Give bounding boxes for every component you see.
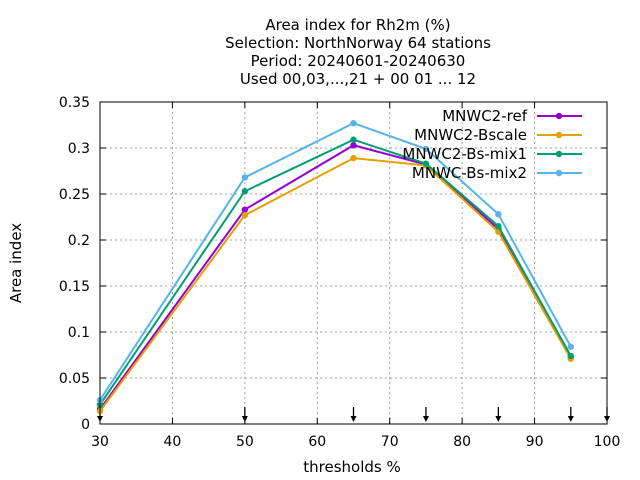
y-tick-label: 0.15 <box>59 279 90 295</box>
y-tick-label: 0.05 <box>59 371 90 387</box>
legend-entry: MNWC-Bs-mix2 <box>412 164 582 182</box>
data-point <box>422 160 430 167</box>
data-point <box>350 119 357 127</box>
threshold-arrow <box>567 407 574 422</box>
threshold-arrow-head <box>567 416 574 422</box>
plot-frame <box>99 101 608 425</box>
threshold-arrow-head <box>422 416 429 422</box>
legend: MNWC2-refMNWC2-BscaleMNWC2-Bs-mix1MNWC-B… <box>402 107 582 182</box>
axis-ticks: 30 40 50 60 70 80 90 100 0 0.05 0.1 0.15 0.2 0.25 0.3 0… <box>59 95 621 450</box>
y-tick-label: 0.25 <box>59 187 90 203</box>
legend-entry: MNWC2-Bs-mix1 <box>402 145 582 163</box>
threshold-arrow <box>422 407 429 422</box>
series-mnwc2-ref <box>96 142 574 413</box>
threshold-arrow-head <box>495 416 502 422</box>
title-line-4: Used 00,03,...,21 + 00 01 ... 12 <box>240 70 476 88</box>
series-mnwc2-bscale <box>96 154 574 415</box>
threshold-markers <box>97 407 610 422</box>
x-tick-label: 90 <box>526 434 544 450</box>
x-tick-label: 70 <box>381 434 399 450</box>
data-point <box>350 136 357 143</box>
threshold-arrow-head <box>350 416 357 422</box>
x-tick-label: 50 <box>236 434 254 450</box>
y-tick-label: 0.1 <box>68 325 90 341</box>
y-tick-label: 0.35 <box>59 95 90 111</box>
data-point <box>567 343 574 350</box>
legend-entry: MNWC2-Bscale <box>414 126 582 144</box>
x-axis-label: thresholds % <box>303 458 400 476</box>
legend-label: MNWC2-Bscale <box>414 126 527 144</box>
legend-marker <box>555 112 563 120</box>
x-tick-label: 100 <box>594 434 621 450</box>
threshold-arrow <box>495 407 502 422</box>
x-tick-label: 40 <box>164 434 182 450</box>
series-line <box>99 122 572 401</box>
data-point <box>241 174 249 181</box>
x-tick-label: 80 <box>453 434 471 450</box>
grid <box>100 102 607 424</box>
legend-label: MNWC-Bs-mix2 <box>412 164 527 182</box>
chart-title: Area index for Rh2m (%) Selection: North… <box>225 16 491 88</box>
legend-marker <box>555 131 563 139</box>
data-point <box>422 145 430 153</box>
data-point <box>241 211 249 219</box>
plot-series <box>96 119 574 415</box>
y-tick-label: 0.3 <box>68 141 90 157</box>
x-tick-label: 30 <box>91 434 109 450</box>
data-point <box>350 142 357 149</box>
series-line <box>99 157 572 412</box>
x-tick-label: 60 <box>308 434 326 450</box>
title-line-3: Period: 20240601-20240630 <box>251 52 466 70</box>
title-line-1: Area index for Rh2m (%) <box>265 16 450 34</box>
data-point <box>350 154 357 162</box>
legend-entry: MNWC2-ref <box>442 107 582 125</box>
threshold-arrow <box>350 407 357 422</box>
legend-marker <box>555 150 563 158</box>
data-point <box>495 211 502 218</box>
y-tick-label: 0 <box>81 417 90 433</box>
data-point <box>241 206 249 213</box>
legend-marker <box>555 169 563 177</box>
series-line <box>99 138 572 406</box>
legend-label: MNWC2-ref <box>442 107 527 125</box>
series-mnwc2-bs-mix1 <box>96 136 574 408</box>
series-line <box>99 144 572 410</box>
data-point <box>495 223 502 230</box>
series-mnwc-bs-mix2 <box>96 119 574 404</box>
legend-label: MNWC2-Bs-mix1 <box>402 145 527 163</box>
data-point <box>567 352 574 360</box>
y-axis-label: Area index <box>7 223 25 303</box>
title-line-2: Selection: NorthNorway 64 stations <box>225 34 491 52</box>
data-point <box>241 188 249 195</box>
y-tick-label: 0.2 <box>68 233 90 249</box>
